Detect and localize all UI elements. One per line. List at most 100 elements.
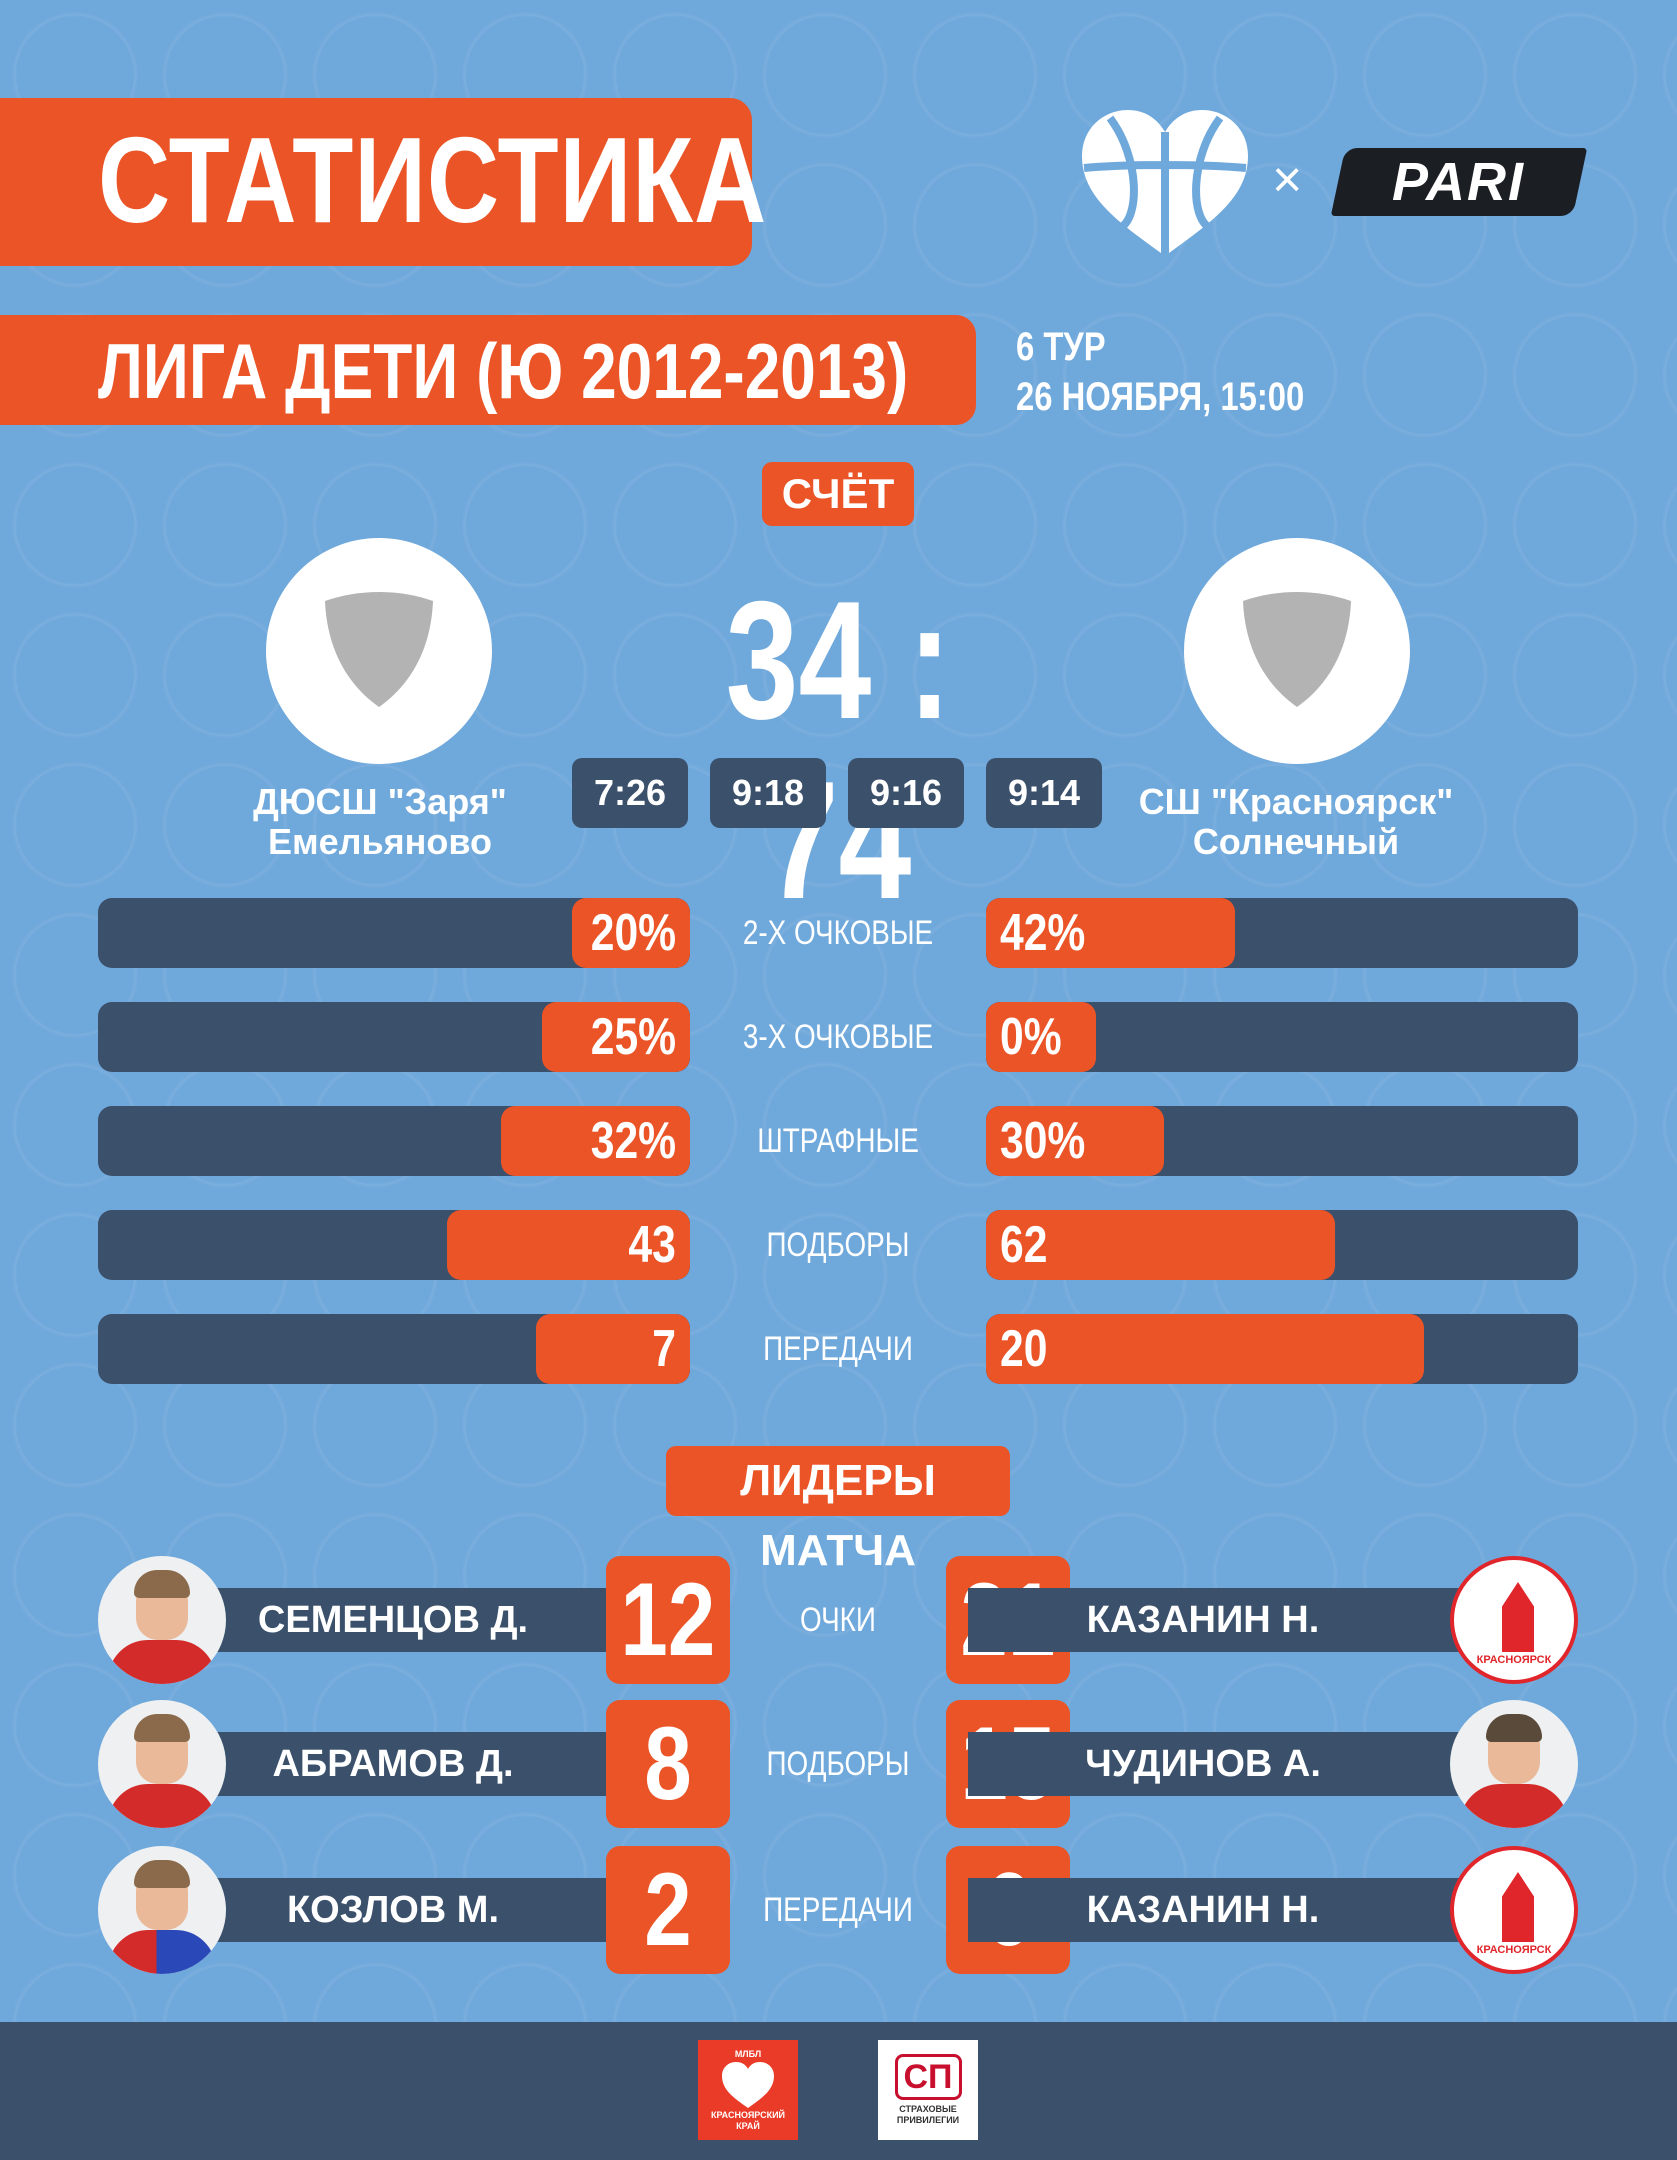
away-stat-bar: 42%	[986, 898, 1578, 968]
stat-label: 3-Х ОЧКОВЫЕ	[742, 1018, 934, 1056]
school-logo-text: КРАСНОЯРСК	[1476, 1944, 1552, 1956]
sponsor-name: СТРАХОВЫЕ ПРИВИЛЕГИИ	[896, 2104, 960, 2125]
home-leader-name: АБРАМОВ Д.	[272, 1743, 514, 1785]
school-logo: КРАСНОЯРСК	[1450, 1556, 1578, 1684]
home-stat-bar: 32%	[98, 1106, 690, 1176]
home-leader-value: 2	[606, 1846, 730, 1974]
away-stat-fill: 62	[986, 1210, 1335, 1280]
away-stat-value: 20	[1000, 1320, 1048, 1378]
away-leader-name: КАЗАНИН Н.	[1086, 1599, 1320, 1641]
shield-icon	[325, 592, 433, 707]
stat-row: 7 ПЕРЕДАЧИ 20	[98, 1314, 1578, 1384]
home-stat-fill: 32%	[501, 1106, 690, 1176]
away-team-logo	[1184, 538, 1410, 764]
away-leader-bar	[968, 1588, 1478, 1652]
league-title: ЛИГА ДЕТИ (Ю 2012-2013)	[98, 327, 909, 415]
home-team-name-line2: Емельяново	[267, 821, 493, 862]
league-banner	[0, 315, 976, 425]
away-team-name-line1: СШ "Красноярск"	[1138, 781, 1454, 822]
away-stat-fill: 20	[986, 1314, 1424, 1384]
away-stat-fill: 42%	[986, 898, 1235, 968]
partner-separator: ×	[1272, 151, 1303, 209]
stat-label: ПОДБОРЫ	[766, 1226, 910, 1264]
pari-logo-text: PARI	[1392, 152, 1526, 212]
home-stat-value: 32%	[590, 1112, 676, 1170]
home-stat-value: 20%	[590, 904, 677, 962]
away-team-name: СШ "Красноярск" Солнечный	[1106, 782, 1486, 862]
home-stat-bar: 20%	[98, 898, 690, 968]
basketball-icon	[722, 2061, 774, 2108]
basketball-heart-logo	[1082, 110, 1248, 256]
quarter-score: 9:14	[986, 758, 1102, 828]
away-stat-value: 42%	[1000, 904, 1086, 962]
home-stat-bar: 25%	[98, 1002, 690, 1072]
home-team-name-line1: ДЮСШ "Заря"	[253, 781, 507, 822]
match-date: 26 НОЯБРЯ, 15:00	[1016, 375, 1305, 419]
school-logo-text: КРАСНОЯРСК	[1476, 1654, 1552, 1666]
home-leader-number: 12	[620, 1562, 716, 1678]
home-leader-name: СЕМЕНЦОВ Д.	[257, 1599, 529, 1641]
quarter-score: 9:18	[710, 758, 826, 828]
leader-row: СЕМЕНЦОВ Д.12ОЧКИ21КАЗАНИН Н.КРАСНОЯРСК	[98, 1556, 1578, 1684]
stat-label: 2-Х ОЧКОВЫЕ	[742, 914, 934, 952]
leader-row: КОЗЛОВ М.2ПЕРЕДАЧИ6КАЗАНИН Н.КРАСНОЯРСК	[98, 1846, 1578, 1974]
leader-category: ОЧКИ	[800, 1601, 876, 1639]
school-logo: КРАСНОЯРСК	[1450, 1846, 1578, 1974]
round-number: 6 ТУР	[1016, 325, 1106, 369]
leader-category: ПЕРЕДАЧИ	[763, 1891, 913, 1929]
home-leader-number: 2	[644, 1852, 692, 1968]
pari-logo: PARI	[1330, 148, 1588, 216]
home-stat-bar: 43	[98, 1210, 690, 1280]
away-leader-name: КАЗАНИН Н.	[1086, 1889, 1320, 1931]
away-stat-bar: 20	[986, 1314, 1578, 1384]
insurance-sponsor-logo: СП СТРАХОВЫЕ ПРИВИЛЕГИИ	[878, 2040, 978, 2140]
away-leader-name: ЧУДИНОВ А.	[1085, 1743, 1321, 1785]
stat-row: 43 ПОДБОРЫ 62	[98, 1210, 1578, 1280]
quarter-score: 9:16	[848, 758, 964, 828]
home-stat-value: 43	[628, 1216, 676, 1274]
round-info: 6 ТУР 26 НОЯБРЯ, 15:00	[1016, 322, 1304, 422]
stat-label: ПЕРЕДАЧИ	[763, 1330, 913, 1368]
away-stat-fill: 0%	[986, 1002, 1096, 1072]
home-player-photo	[98, 1846, 226, 1974]
home-leader-value: 12	[606, 1556, 730, 1684]
away-stat-bar: 62	[986, 1210, 1578, 1280]
away-stat-value: 30%	[1000, 1112, 1086, 1170]
quarter-score: 7:26	[572, 758, 688, 828]
away-stat-bar: 0%	[986, 1002, 1578, 1072]
home-player-photo	[98, 1700, 226, 1828]
away-stat-fill: 30%	[986, 1106, 1164, 1176]
footer	[0, 2022, 1677, 2160]
away-player-photo	[1450, 1700, 1578, 1828]
away-leader-bar	[968, 1732, 1478, 1796]
home-leader-number: 8	[644, 1706, 692, 1822]
home-stat-value: 25%	[590, 1008, 676, 1066]
final-score: 34 : 74	[725, 566, 952, 934]
home-team-name: ДЮСШ "Заря" Емельяново	[190, 782, 570, 862]
home-stat-fill: 43	[447, 1210, 690, 1280]
leaders-label: ЛИДЕРЫ МАТЧА	[666, 1446, 1010, 1575]
mlbl-logo-title: МЛБЛ	[734, 2048, 762, 2059]
shield-icon	[1243, 592, 1351, 707]
home-stat-fill: 20%	[572, 898, 690, 968]
home-leader-name: КОЗЛОВ М.	[286, 1889, 500, 1931]
away-leader-bar	[968, 1878, 1478, 1942]
page-title: СТАТИСТИКА	[98, 112, 768, 248]
stat-label: ШТРАФНЫЕ	[757, 1122, 919, 1160]
home-team-logo	[266, 538, 492, 764]
home-leader-value: 8	[606, 1700, 730, 1828]
away-stat-value: 0%	[1000, 1008, 1062, 1066]
away-team-name-line2: Солнечный	[1192, 821, 1400, 862]
stat-row: 25% 3-Х ОЧКОВЫЕ 0%	[98, 1002, 1578, 1072]
title-banner	[0, 98, 752, 266]
stat-row: 32% ШТРАФНЫЕ 30%	[98, 1106, 1578, 1176]
leader-row: АБРАМОВ Д.8ПОДБОРЫ15ЧУДИНОВ А.	[98, 1700, 1578, 1828]
home-stat-fill: 25%	[542, 1002, 690, 1072]
sponsor-mark: СП	[894, 2054, 962, 2100]
stat-row: 20% 2-Х ОЧКОВЫЕ 42%	[98, 898, 1578, 968]
mlbl-logo-region: КРАСНОЯРСКИЙ КРАЙ	[710, 2109, 786, 2131]
away-stat-bar: 30%	[986, 1106, 1578, 1176]
home-stat-bar: 7	[98, 1314, 690, 1384]
mlbl-logo: МЛБЛ КРАСНОЯРСКИЙ КРАЙ	[698, 2040, 798, 2140]
home-stat-fill: 7	[536, 1314, 690, 1384]
